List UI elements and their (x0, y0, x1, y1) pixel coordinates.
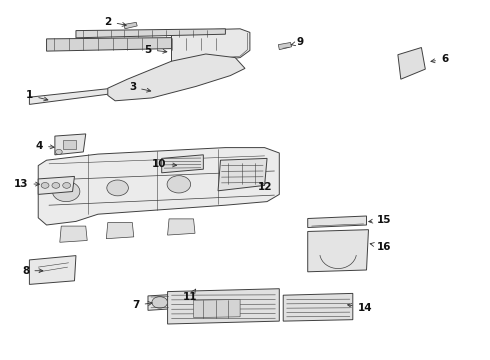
Text: 14: 14 (347, 303, 372, 313)
Polygon shape (278, 42, 292, 50)
Circle shape (230, 173, 250, 187)
Polygon shape (172, 29, 250, 65)
Text: 1: 1 (26, 90, 48, 101)
Polygon shape (47, 37, 250, 51)
Polygon shape (168, 289, 279, 324)
Circle shape (52, 181, 80, 202)
Text: 3: 3 (129, 82, 151, 92)
Polygon shape (108, 54, 245, 101)
Text: 15: 15 (369, 215, 392, 225)
Text: 6: 6 (431, 54, 448, 64)
Polygon shape (308, 230, 368, 272)
Text: 12: 12 (257, 182, 272, 192)
Circle shape (152, 297, 168, 308)
Polygon shape (38, 176, 74, 194)
Polygon shape (29, 88, 113, 104)
Circle shape (55, 149, 62, 154)
Polygon shape (76, 29, 225, 38)
Text: 5: 5 (145, 45, 167, 55)
Polygon shape (168, 219, 195, 235)
Circle shape (63, 183, 71, 188)
Bar (63, 140, 76, 149)
Circle shape (52, 183, 60, 188)
Polygon shape (55, 134, 86, 155)
Text: 16: 16 (370, 242, 392, 252)
Polygon shape (60, 226, 87, 242)
Text: 13: 13 (14, 179, 39, 189)
Polygon shape (218, 158, 267, 191)
Text: 4: 4 (36, 141, 54, 151)
Polygon shape (29, 256, 76, 284)
Polygon shape (398, 48, 425, 79)
Polygon shape (283, 293, 353, 321)
Polygon shape (106, 222, 134, 239)
Polygon shape (38, 148, 279, 225)
Circle shape (107, 180, 128, 196)
Text: 7: 7 (132, 300, 152, 310)
Text: 9: 9 (291, 37, 304, 48)
Polygon shape (148, 294, 172, 310)
Polygon shape (194, 300, 240, 318)
Text: 11: 11 (183, 289, 197, 302)
Text: 10: 10 (152, 159, 176, 169)
Polygon shape (162, 155, 203, 173)
Polygon shape (124, 22, 137, 29)
Polygon shape (308, 216, 367, 228)
Text: 2: 2 (104, 17, 126, 27)
Circle shape (41, 183, 49, 188)
Text: 8: 8 (22, 266, 43, 276)
Circle shape (167, 176, 191, 193)
